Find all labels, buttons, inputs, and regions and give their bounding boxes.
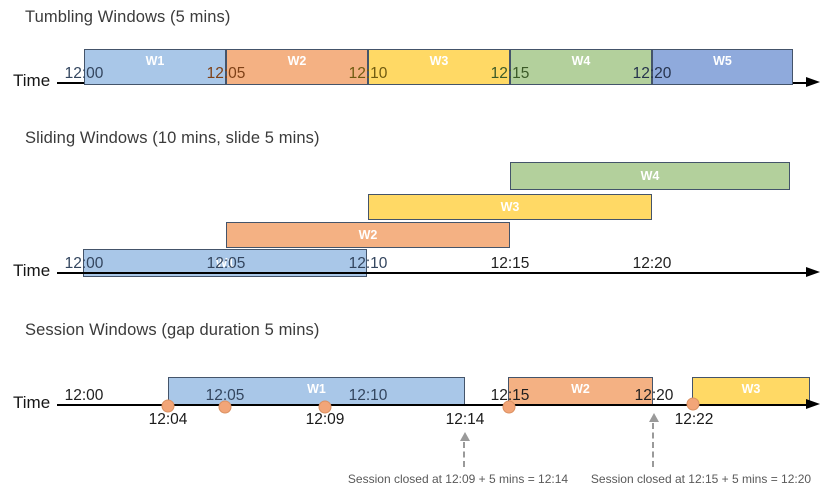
sliding-time-label: Time	[13, 261, 51, 280]
tumbling-window-w5: W5	[652, 49, 793, 85]
annotation-arrow-up-icon	[649, 413, 659, 422]
sliding-window-w3: W3	[368, 193, 652, 220]
sliding-time-axis	[57, 271, 810, 274]
tumbling-tick-1200: 12:00	[64, 65, 104, 82]
annotation-arrow-up-icon	[460, 432, 470, 441]
tumbling-window-w4: W4	[510, 49, 652, 85]
event-dot-1205	[218, 400, 232, 414]
event-dot-1222	[686, 397, 700, 411]
sliding-window-w3-label: W3	[500, 199, 520, 214]
session-closed-annotation-2: Session closed at 12:15 + 5 mins = 12:20	[590, 472, 812, 486]
session-title: Session Windows (gap duration 5 mins)	[25, 321, 320, 339]
session-window-w3-label: W3	[741, 382, 761, 396]
session-closed-annotation-1: Session closed at 12:09 + 5 mins = 12:14	[347, 472, 569, 486]
session-axis-arrowhead-icon	[806, 398, 820, 409]
tumbling-time-label: Time	[13, 71, 51, 90]
session-tick-1210: 12:10	[348, 387, 388, 404]
event-label-1204: 12:04	[148, 411, 188, 428]
tumbling-tick-1205: 12:05	[206, 65, 246, 82]
sliding-window-w4-label: W4	[640, 169, 660, 183]
sliding-axis-arrowhead-icon	[806, 266, 820, 277]
sliding-title: Sliding Windows (10 mins, slide 5 mins)	[25, 129, 320, 147]
sliding-window-w1-label: W1	[215, 256, 235, 270]
sliding-window-w4: W4	[510, 162, 790, 190]
session-tick-1205: 12:05	[205, 387, 245, 404]
session-time-label: Time	[13, 393, 51, 412]
tumbling-axis-arrowhead-icon	[806, 76, 820, 87]
session-window-w2-label: W2	[571, 382, 590, 396]
annotation-arrow-line	[463, 442, 465, 467]
session-tick-1215: 12:15	[490, 387, 530, 404]
tumbling-window-w1-label: W1	[145, 54, 165, 68]
tumbling-window-w3: W3	[368, 49, 510, 85]
event-label-1222: 12:22	[674, 411, 714, 428]
tumbling-window-w5-label: W5	[713, 54, 732, 68]
sliding-tick-1200: 12:00	[64, 255, 104, 272]
event-dot-1204	[161, 399, 175, 413]
event-label-1209: 12:09	[305, 411, 345, 428]
event-dot-1215	[502, 400, 516, 414]
sliding-tick-1215: 12:15	[490, 255, 530, 272]
tumbling-window-w3-label: W3	[429, 54, 449, 68]
tumbling-tick-1215: 12:15	[490, 65, 530, 82]
session-window-w2: W2	[508, 377, 653, 406]
tumbling-window-w1: W1	[84, 49, 226, 85]
session-tick-1200: 12:00	[64, 387, 104, 404]
tumbling-tick-1210: 12:10	[348, 65, 388, 82]
tumbling-tick-1220: 12:20	[632, 65, 672, 82]
session-tick-1220: 12:20	[634, 387, 674, 404]
annotation-arrow-line	[652, 423, 654, 467]
event-label-1214: 12:14	[445, 411, 485, 428]
sliding-tick-1210: 12:10	[348, 255, 388, 272]
tumbling-title: Tumbling Windows (5 mins)	[25, 8, 231, 26]
session-time-axis	[57, 403, 810, 406]
tumbling-window-w2-label: W2	[287, 54, 307, 68]
session-window-w1-label: W1	[307, 382, 326, 396]
session-window-w3: W3	[692, 377, 810, 406]
tumbling-window-w4-label: W4	[571, 54, 591, 68]
sliding-window-w2-label: W2	[358, 227, 378, 242]
sliding-window-w2: W2	[226, 221, 510, 248]
event-dot-1209	[318, 400, 332, 414]
sliding-tick-1205: 12:05	[206, 255, 246, 272]
session-window-w1: W1	[168, 377, 465, 406]
tumbling-window-w2: W2	[226, 49, 368, 85]
sliding-tick-1220: 12:20	[632, 255, 672, 272]
